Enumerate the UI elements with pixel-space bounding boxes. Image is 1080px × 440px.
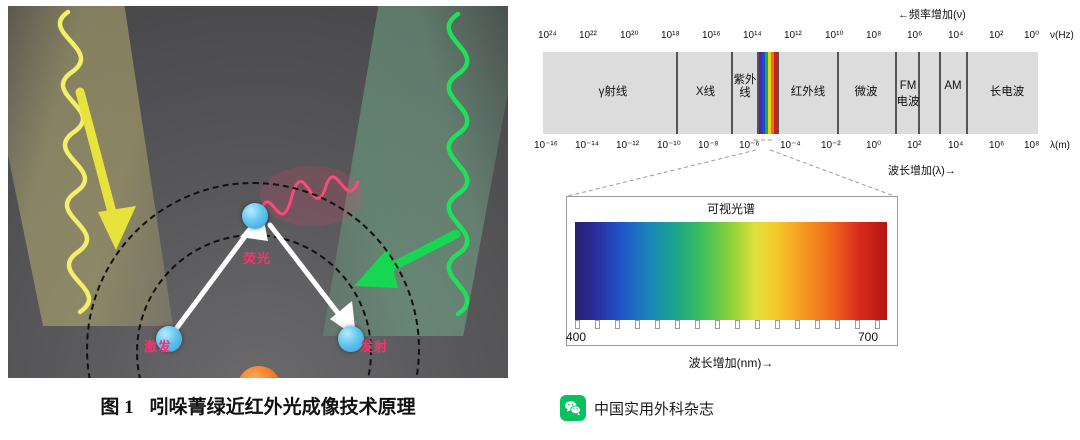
electromagnetic-spectrum-chart: ←频率增加(ν) 10²⁴ 10²² 10²⁰ 10¹⁸ 10¹⁶ 10¹⁴ 1… [520,0,1080,440]
frequency-axis-arrow-label: ←频率增加(ν) [898,9,966,21]
freq-tick: 10⁰ [1024,30,1040,41]
freq-tick: 10²² [579,30,597,41]
band-label-gamma: γ射线 [598,86,628,98]
visible-strip-orange [771,52,774,134]
visible-tick-400: 400 [566,330,587,344]
visible-strip-green [765,52,768,134]
wavelength-unit-label: λ(m) [1050,140,1070,151]
band-label-ir: 红外线 [790,86,826,98]
figure-caption: 图 1 吲哚菁绿近红外光成像技术原理 [0,392,516,419]
frequency-axis-ticks: 10²⁴ 10²² 10²⁰ 10¹⁸ 10¹⁶ 10¹⁴ 10¹² 10¹⁰ … [538,30,1074,46]
caption-text: 吲哚菁绿近红外光成像技术原理 [149,397,416,418]
publisher-name: 中国实用外科杂志 [594,400,715,418]
icg-principle-illustration: 激发 荧光 发射 [8,6,508,378]
wave-tick: 10⁸ [1024,140,1040,151]
wave-tick: 10⁶ [989,140,1005,151]
freq-tick: 10¹⁶ [702,30,721,41]
spectrum-band-bar: γ射线 X线 紫外线 红外线 微波 FM 电波 AM 长电波 [543,52,1038,134]
band-divider [895,52,897,134]
freq-tick: 10²⁴ [538,30,557,41]
visible-tick-700: 700 [858,330,879,344]
wavelength-axis-arrow-label: 波长增加(λ)→ [888,165,956,177]
visible-spectrum-gradient [575,222,887,320]
band-divider [777,52,779,134]
publisher-badge: 中国实用外科杂志 [560,388,960,428]
label-excitation: 激发 [144,339,173,354]
green-wave-icon [446,11,470,317]
wechat-glyph-icon [565,401,581,416]
ground-state-node-right [338,326,364,352]
freq-tick: 10¹² [784,30,802,41]
wave-tick: 10⁻² [821,140,841,151]
freq-tick: 10⁶ [907,30,923,41]
visible-strip-blue [762,52,765,134]
wave-tick: 10⁻¹⁶ [534,140,558,151]
wave-tick: 10⁻¹² [616,140,640,151]
wavelength-axis-ticks: 10⁻¹⁶ 10⁻¹⁴ 10⁻¹² 10⁻¹⁰ 10⁻⁸ 10⁻⁶ 10⁻⁴ 1… [534,140,1070,156]
freq-tick: 10² [989,30,1004,41]
freq-tick: 10⁴ [948,30,964,41]
band-label-fm: FM [899,80,917,92]
ground-state-node-left [156,326,182,352]
visible-axis-label: 波长增加(nm)→ [688,356,774,370]
visible-strip-red [774,52,777,134]
band-label-radio: 电波 [896,96,920,108]
frequency-unit-label: ν(Hz) [1050,30,1074,41]
label-emission: 发射 [360,339,389,354]
emission-transition-arrow [267,222,356,337]
band-divider [939,52,941,134]
band-divider [731,52,733,134]
nucleus-core [237,366,281,378]
freq-tick: 10²⁰ [620,30,639,41]
band-label-xray: X线 [695,86,716,98]
wechat-icon [560,395,586,421]
wave-tick: 10⁻¹⁴ [575,140,600,151]
freq-tick: 10¹⁸ [661,30,680,41]
wave-tick: 10² [907,140,922,151]
yellow-arrow-icon [75,87,136,250]
yellow-wave-icon [57,9,92,315]
band-divider [837,52,839,134]
wave-tick: 10⁰ [866,140,882,151]
visible-strip-violet [759,52,762,134]
band-divider [676,52,678,134]
visible-spectrum-tickrow [575,320,887,329]
freq-tick: 10¹⁴ [743,30,762,41]
wave-tick: 10⁻¹⁰ [657,140,681,151]
freq-tick: 10⁸ [866,30,882,41]
wave-tick: 10⁴ [948,140,964,151]
freq-tick: 10¹⁰ [825,30,844,41]
excited-state-node [242,203,268,229]
wave-tick: 10⁻⁴ [780,140,801,151]
caption-number: 图 1 [100,397,134,418]
label-fluorescence: 荧光 [243,251,272,266]
band-label-longwave: 长电波 [989,86,1025,98]
band-label-microwave: 微波 [854,86,878,98]
band-divider [757,52,759,134]
wave-tick: 10⁻⁸ [698,140,719,151]
visible-strip-yellow [768,52,771,134]
band-divider [918,52,920,134]
band-divider [966,52,968,134]
visible-spectrum-title: 可视光谱 [706,202,755,216]
band-label-uv: 紫外线 [733,74,757,99]
band-label-am: AM [944,80,962,92]
wave-tick: 10⁻⁶ [739,140,760,151]
